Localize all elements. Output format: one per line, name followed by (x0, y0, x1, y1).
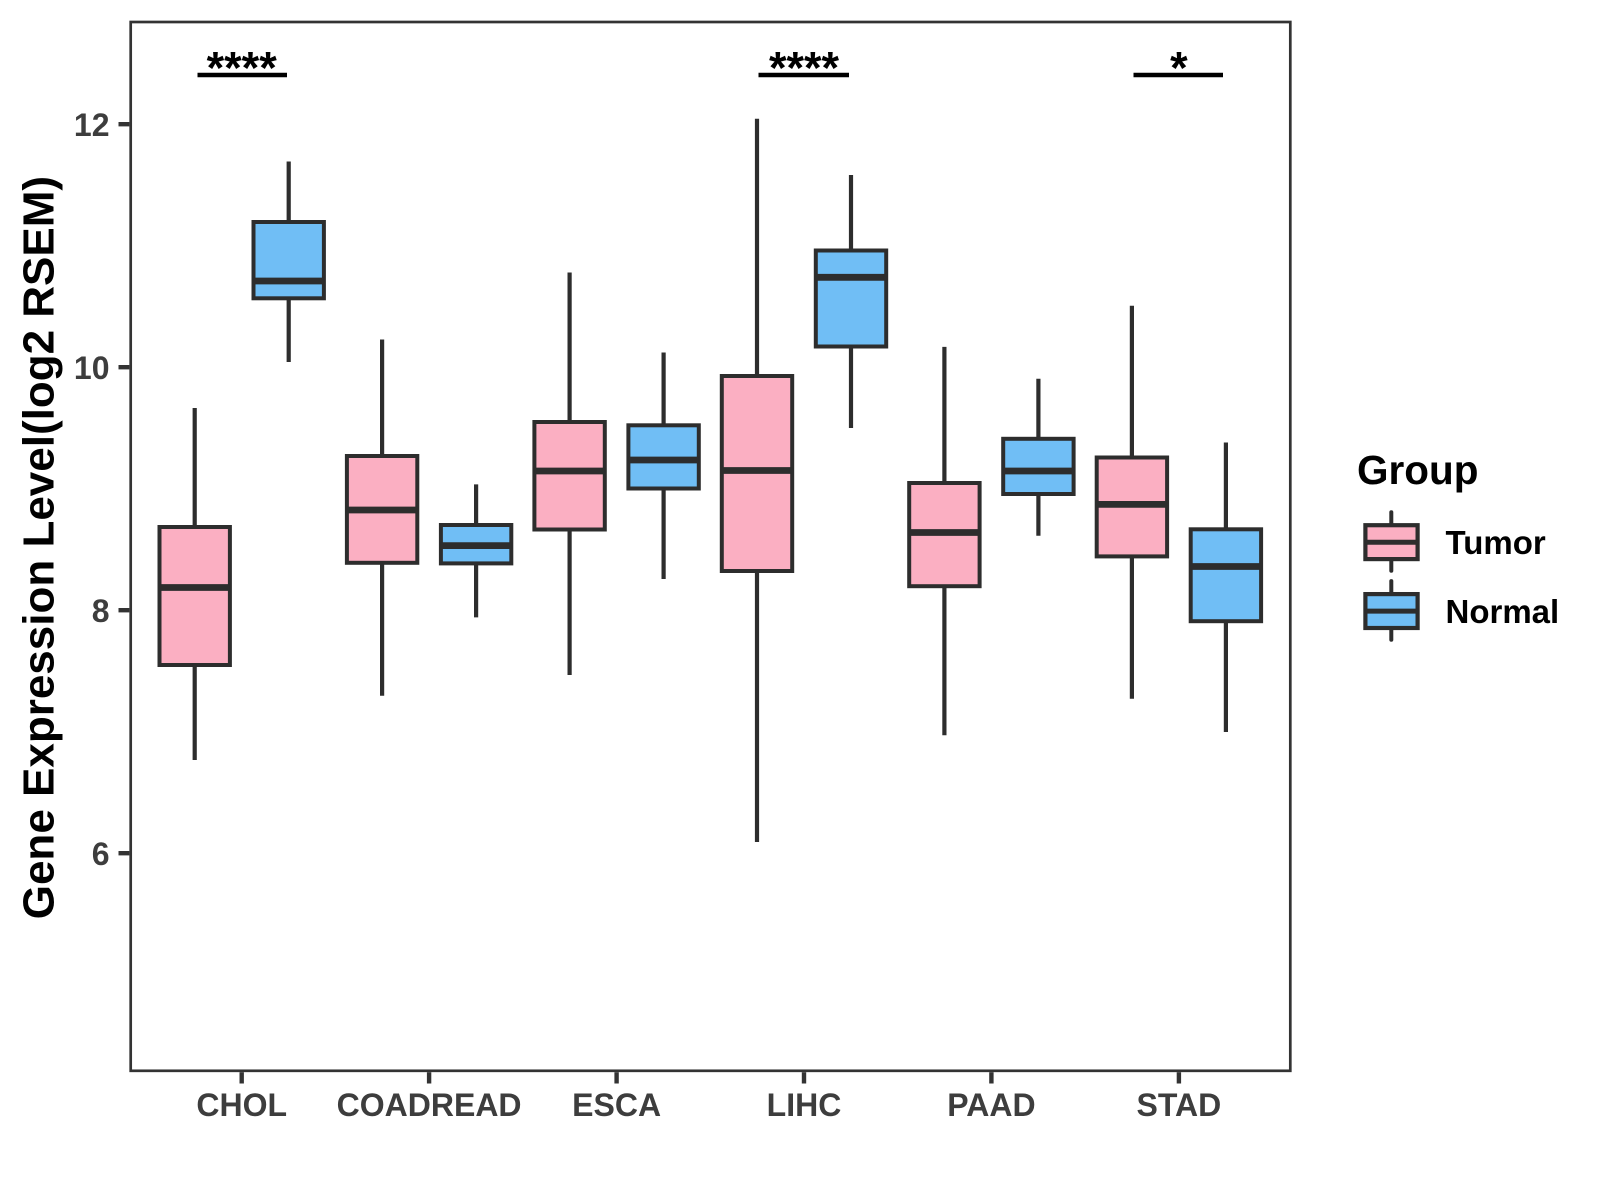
svg-text:Tumor: Tumor (1446, 524, 1546, 561)
svg-text:STAD: STAD (1137, 1087, 1222, 1123)
svg-text:Gene Expression Level(log2 RSE: Gene Expression Level(log2 RSEM) (14, 176, 63, 919)
svg-text:ESCA: ESCA (572, 1087, 661, 1123)
svg-text:CHOL: CHOL (196, 1087, 287, 1123)
svg-text:LIHC: LIHC (767, 1087, 842, 1123)
svg-text:Group: Group (1357, 447, 1478, 493)
svg-text:Normal: Normal (1446, 593, 1560, 630)
svg-text:PAAD: PAAD (947, 1087, 1035, 1123)
svg-text:8: 8 (92, 593, 110, 629)
svg-text:12: 12 (74, 107, 110, 143)
svg-text:****: **** (769, 43, 840, 94)
svg-text:6: 6 (92, 836, 110, 872)
svg-text:10: 10 (74, 350, 110, 386)
svg-text:COADREAD: COADREAD (337, 1087, 522, 1123)
svg-text:****: **** (207, 43, 278, 94)
svg-text:*: * (1170, 43, 1188, 94)
